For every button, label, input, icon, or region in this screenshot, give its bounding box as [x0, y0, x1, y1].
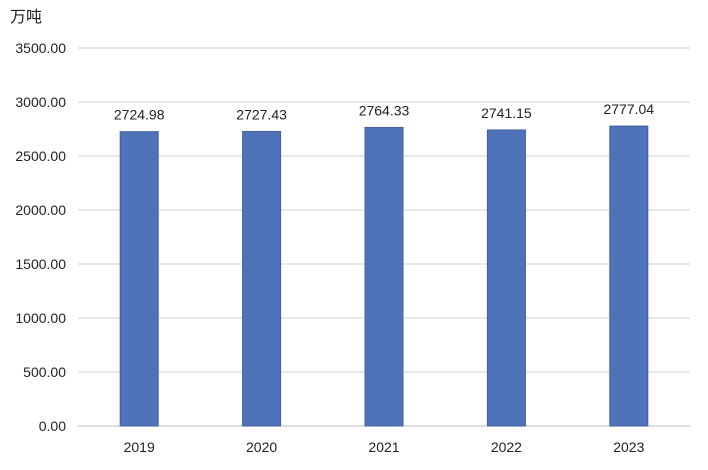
- data-label: 2727.43: [236, 106, 287, 122]
- y-tick-label: 3500.00: [15, 40, 66, 56]
- x-axis-tick-labels: 2019 2020 2021 2022 2023: [124, 439, 645, 455]
- y-tick-label: 2500.00: [15, 148, 66, 164]
- y-tick-label: 500.00: [23, 364, 66, 380]
- bar: [364, 126, 404, 427]
- y-tick-label: 1500.00: [15, 256, 66, 272]
- bar: [486, 129, 526, 427]
- bar: [119, 131, 159, 427]
- data-label: 2741.15: [481, 105, 532, 121]
- bar: [609, 125, 649, 427]
- x-tick-label: 2023: [613, 439, 644, 455]
- y-axis-tick-labels: 0.00 500.00 1000.00 1500.00 2000.00 2500.00 30…: [15, 40, 66, 434]
- y-axis-unit-label: 万吨: [10, 7, 42, 26]
- y-tick-label: 0.00: [39, 418, 66, 434]
- data-label: 2724.98: [114, 107, 165, 123]
- x-tick-label: 2022: [491, 439, 522, 455]
- x-tick-label: 2019: [124, 439, 155, 455]
- data-label: 2764.33: [359, 102, 410, 118]
- bars: [119, 125, 649, 427]
- x-tick-label: 2021: [368, 439, 399, 455]
- y-tick-label: 2000.00: [15, 202, 66, 218]
- y-tick-label: 3000.00: [15, 94, 66, 110]
- data-labels: 2724.98 2727.43 2764.33 2741.15 2777.04: [114, 101, 654, 123]
- data-label: 2777.04: [603, 101, 654, 117]
- x-tick-label: 2020: [246, 439, 277, 455]
- bar: [242, 130, 282, 427]
- y-tick-label: 1000.00: [15, 310, 66, 326]
